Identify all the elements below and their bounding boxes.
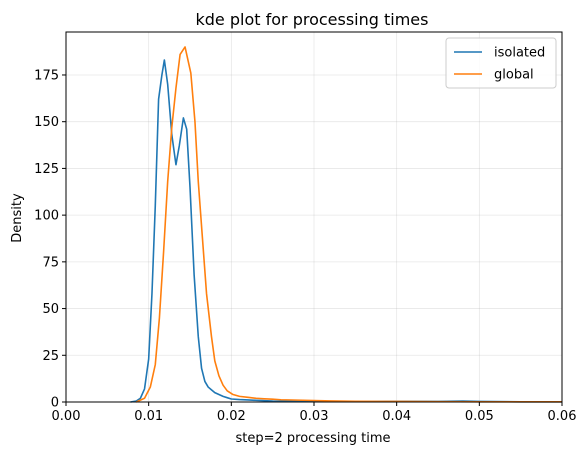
y-axis: 0 25 50 75 100 125 150 175	[34, 68, 66, 411]
series-layer	[130, 46, 562, 403]
x-tick-label: 0.01	[134, 409, 163, 424]
x-tick-label: 0.00	[52, 409, 81, 424]
legend-label-global: global	[494, 68, 534, 83]
x-tick-label: 0.02	[217, 409, 246, 424]
y-axis-title: Density	[10, 193, 25, 243]
y-tick-label: 50	[42, 302, 59, 317]
x-tick-label: 0.03	[300, 409, 329, 424]
x-axis-title: step=2 processing time	[236, 431, 391, 446]
series-line-global	[135, 46, 562, 403]
y-tick-label: 75	[42, 255, 59, 270]
series-line-isolated	[130, 59, 562, 403]
x-axis: 0.00 0.01 0.02 0.03 0.04 0.05 0.06	[52, 402, 577, 424]
y-tick-label: 0	[51, 396, 59, 411]
y-tick-label: 175	[34, 68, 59, 83]
grid	[65, 32, 563, 403]
x-tick-label: 0.04	[382, 409, 411, 424]
y-tick-label: 100	[34, 209, 59, 224]
y-tick-label: 25	[42, 349, 59, 364]
y-tick-label: 125	[34, 162, 59, 177]
x-tick-label: 0.05	[465, 409, 494, 424]
legend: isolated global	[445, 37, 557, 89]
chart-title: kde plot for processing times	[196, 10, 429, 29]
y-tick-label: 150	[34, 115, 59, 130]
x-tick-label: 0.06	[548, 409, 577, 424]
legend-box	[445, 37, 557, 89]
legend-label-isolated: isolated	[494, 46, 545, 61]
